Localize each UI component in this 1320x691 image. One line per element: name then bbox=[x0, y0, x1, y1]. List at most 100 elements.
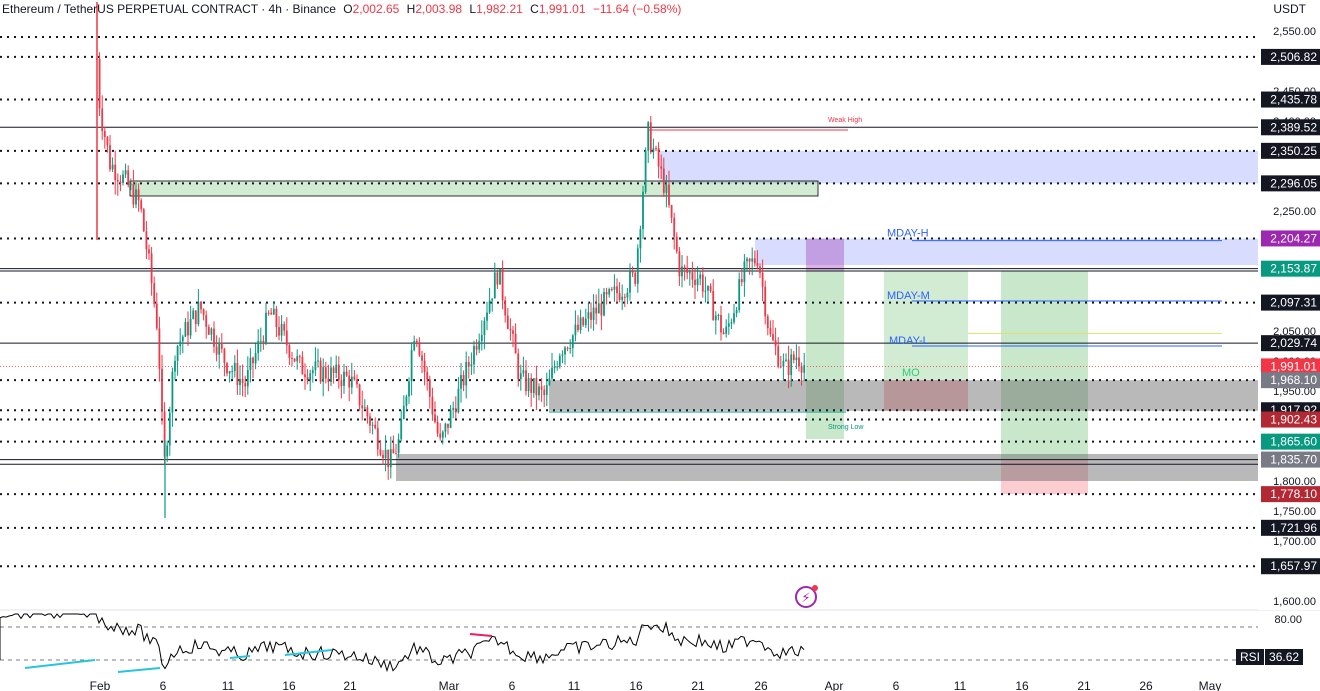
price-label-bg-6 bbox=[1261, 260, 1320, 277]
candle-body bbox=[639, 229, 642, 249]
candle-body bbox=[103, 130, 106, 138]
candle-body bbox=[582, 317, 585, 326]
long-position-3 bbox=[1001, 271, 1088, 460]
candle-body bbox=[324, 367, 327, 379]
candle-body bbox=[345, 371, 348, 376]
candle-body bbox=[777, 346, 780, 367]
candle-body bbox=[647, 122, 650, 151]
bolt-icon[interactable]: ⚡ bbox=[795, 586, 817, 608]
candle-body bbox=[772, 334, 774, 341]
candle-body bbox=[111, 164, 114, 170]
price-label-9: 1,991.01 bbox=[1270, 359, 1317, 373]
candle-body bbox=[652, 148, 655, 153]
candle-body bbox=[184, 322, 187, 337]
candle-body bbox=[233, 363, 236, 372]
candle-body bbox=[223, 348, 226, 364]
candle-body bbox=[631, 271, 634, 273]
price-label-17: 1,657.97 bbox=[1270, 559, 1317, 573]
candle-body bbox=[439, 433, 442, 438]
candle-body bbox=[746, 258, 748, 262]
change-value: −11.64 (−0.58%) bbox=[592, 2, 682, 16]
candle-body bbox=[119, 181, 122, 183]
candle-body bbox=[538, 386, 540, 396]
candle-body bbox=[623, 296, 626, 298]
candle-body bbox=[553, 367, 556, 369]
candle-body bbox=[665, 184, 668, 193]
candle-body bbox=[725, 326, 728, 334]
candle-body bbox=[309, 373, 312, 381]
order-block-grey-lower bbox=[396, 454, 1258, 481]
candle-body bbox=[101, 108, 104, 131]
candle-body bbox=[337, 364, 340, 381]
candle-body bbox=[694, 279, 696, 286]
candle-body bbox=[166, 445, 169, 457]
candle-body bbox=[301, 357, 304, 375]
candle-body bbox=[649, 122, 652, 153]
supply-zone-blue bbox=[660, 151, 1258, 184]
candle-body bbox=[714, 315, 717, 321]
rsi-label: RSI bbox=[1236, 649, 1265, 665]
candle-body bbox=[668, 184, 670, 206]
candle-body bbox=[137, 189, 140, 201]
mday-h-purple bbox=[806, 238, 844, 271]
candle-body bbox=[262, 340, 265, 343]
candle-body bbox=[454, 408, 457, 413]
candle-body bbox=[514, 333, 517, 354]
price-label-8: 2,029.74 bbox=[1270, 336, 1317, 350]
candle-body bbox=[296, 356, 299, 362]
candle-body bbox=[795, 357, 798, 360]
candle-body bbox=[644, 150, 647, 192]
candle-body bbox=[764, 286, 767, 317]
candle-body bbox=[265, 312, 267, 343]
candle-body bbox=[410, 350, 413, 382]
time-tick-1: 6 bbox=[160, 679, 167, 691]
candle-body bbox=[691, 272, 694, 280]
price-label-2: 2,389.52 bbox=[1270, 120, 1317, 134]
candle-body bbox=[584, 318, 587, 326]
candle-body bbox=[621, 296, 624, 300]
time-tick-6: 6 bbox=[509, 679, 516, 691]
candle-body bbox=[465, 361, 468, 386]
candle-body bbox=[670, 205, 673, 218]
candle-body bbox=[730, 322, 733, 324]
candle-body bbox=[374, 424, 377, 429]
time-tick-5: Mar bbox=[439, 679, 460, 691]
rsi-value: 36.62 bbox=[1265, 649, 1304, 665]
price-label-bg-4 bbox=[1261, 175, 1320, 192]
candle-body bbox=[683, 266, 686, 268]
candle-body bbox=[116, 180, 119, 182]
mday-h-label: MDAY-H bbox=[887, 228, 929, 240]
candle-body bbox=[363, 407, 366, 409]
candle-body bbox=[340, 380, 343, 386]
candle-body bbox=[540, 386, 543, 390]
candle-body bbox=[467, 361, 470, 367]
candle-body bbox=[766, 316, 769, 329]
symbol-legend: Ethereum / TetherUS PERPETUAL CONTRACT ·… bbox=[2, 2, 682, 16]
rsi-pane-background bbox=[0, 610, 1320, 691]
candle-body bbox=[662, 168, 665, 193]
candle-body bbox=[527, 378, 530, 392]
mday-l-label: MDAY-L bbox=[889, 335, 929, 347]
price-label-15: 1,778.10 bbox=[1270, 487, 1317, 501]
currency-label[interactable]: USDT bbox=[1273, 2, 1306, 16]
price-label-bg-2 bbox=[1261, 119, 1320, 136]
candle-body bbox=[613, 286, 616, 290]
candle-body bbox=[231, 371, 234, 373]
candle-body bbox=[800, 366, 803, 373]
price-label-12: 1,902.43 bbox=[1270, 413, 1317, 427]
candle-body bbox=[717, 315, 720, 317]
candle-body bbox=[423, 360, 426, 373]
candle-body bbox=[636, 248, 639, 284]
candle-body bbox=[629, 271, 631, 293]
price-label-bg-12 bbox=[1261, 411, 1320, 428]
candle-body bbox=[382, 454, 384, 459]
time-tick-9: 21 bbox=[691, 679, 705, 691]
candle-body bbox=[332, 367, 335, 374]
candle-body bbox=[285, 330, 288, 346]
symbol-title[interactable]: Ethereum / TetherUS PERPETUAL CONTRACT ·… bbox=[2, 2, 336, 16]
candle-body bbox=[127, 170, 130, 185]
candle-body bbox=[558, 355, 561, 367]
candle-body bbox=[675, 236, 678, 252]
mday-m-label: MDAY-M bbox=[887, 290, 930, 302]
